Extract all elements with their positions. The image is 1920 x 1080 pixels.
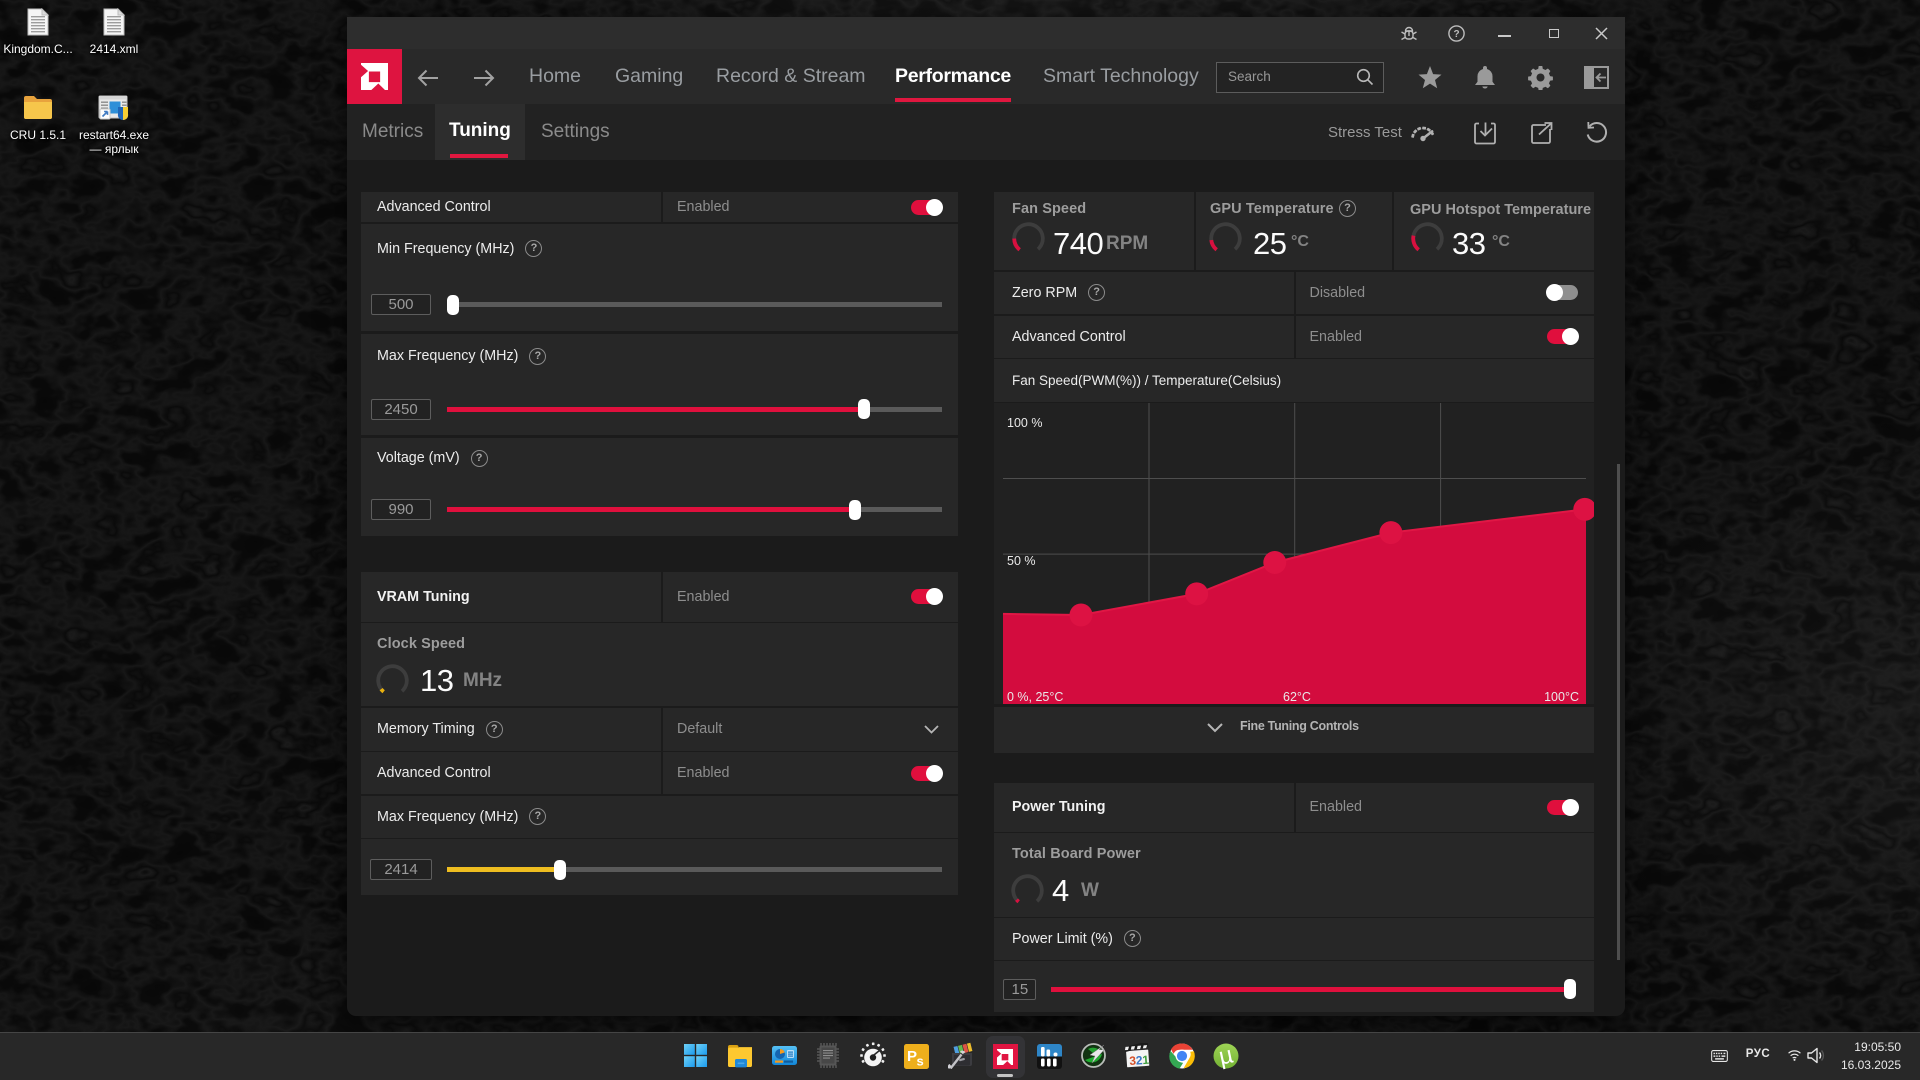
svg-text:?: ?: [1453, 29, 1459, 40]
svg-text:1: 1: [1142, 1053, 1150, 1067]
svg-text:3: 3: [1129, 1054, 1137, 1068]
svg-text:µ: µ: [1216, 1043, 1235, 1070]
svg-text:0 %, 25°C: 0 %, 25°C: [1007, 690, 1063, 704]
svg-text:50 %: 50 %: [1007, 554, 1036, 568]
svg-text:62°C: 62°C: [1283, 690, 1311, 704]
svg-text:s: s: [917, 1054, 924, 1069]
svg-text:2: 2: [1136, 1053, 1144, 1067]
svg-text:100°C: 100°C: [1544, 690, 1579, 704]
svg-text:100 %: 100 %: [1007, 416, 1042, 430]
svg-text:P: P: [907, 1048, 917, 1065]
